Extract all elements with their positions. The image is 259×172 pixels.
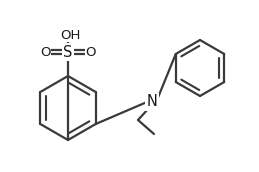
Text: O: O xyxy=(86,46,96,58)
Text: OH: OH xyxy=(60,29,80,41)
Text: O: O xyxy=(40,46,50,58)
Text: S: S xyxy=(63,45,73,60)
Text: N: N xyxy=(147,94,157,110)
